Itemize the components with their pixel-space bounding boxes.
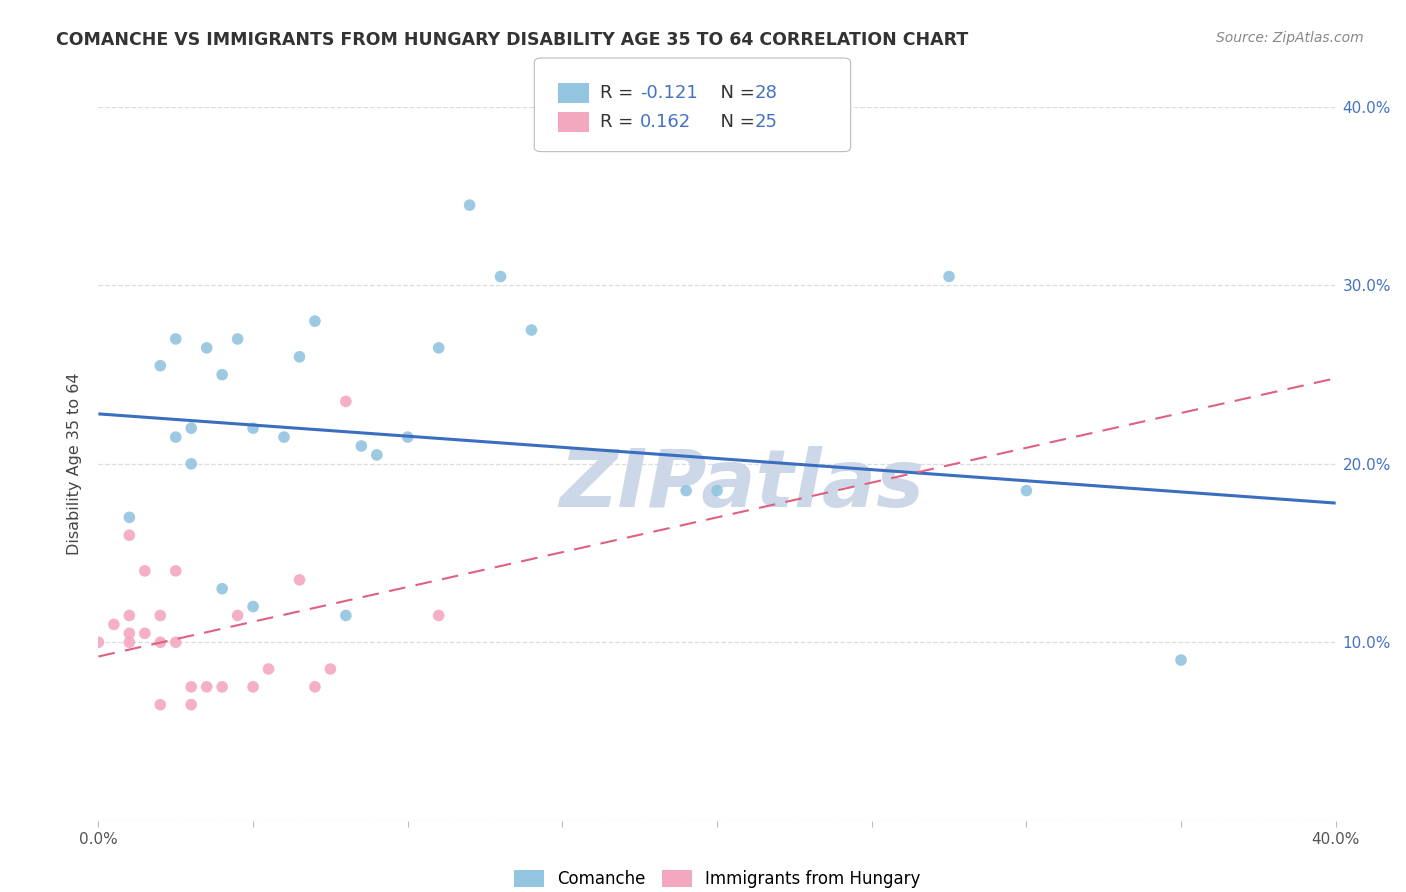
Point [180, 457, 202, 471]
Point [87, 635, 110, 649]
Point [366, 448, 388, 462]
Point [180, 680, 202, 694]
Point [118, 510, 141, 524]
Point [165, 332, 187, 346]
Point [118, 528, 141, 542]
Point [427, 341, 450, 355]
Point [273, 430, 295, 444]
Point [195, 680, 218, 694]
Point [118, 608, 141, 623]
Point [134, 564, 156, 578]
Text: 28: 28 [755, 84, 778, 102]
Text: R =: R = [600, 113, 640, 131]
Point [226, 608, 249, 623]
Point [350, 439, 373, 453]
Point [288, 350, 311, 364]
Point [288, 573, 311, 587]
Point [242, 680, 264, 694]
Point [319, 662, 342, 676]
Text: Source: ZipAtlas.com: Source: ZipAtlas.com [1216, 31, 1364, 45]
Point [304, 680, 326, 694]
Text: 0.162: 0.162 [640, 113, 690, 131]
Point [165, 430, 187, 444]
Point [195, 341, 218, 355]
Point [242, 599, 264, 614]
Point [211, 582, 233, 596]
Point [335, 394, 357, 409]
Point [458, 198, 481, 212]
Point [103, 617, 125, 632]
Point [211, 368, 233, 382]
Text: COMANCHE VS IMMIGRANTS FROM HUNGARY DISABILITY AGE 35 TO 64 CORRELATION CHART: COMANCHE VS IMMIGRANTS FROM HUNGARY DISA… [56, 31, 969, 49]
Point [520, 323, 543, 337]
Point [211, 680, 233, 694]
Text: R =: R = [600, 84, 640, 102]
Point [165, 564, 187, 578]
Point [489, 269, 512, 284]
Point [180, 698, 202, 712]
Point [675, 483, 697, 498]
Point [304, 314, 326, 328]
Point [118, 626, 141, 640]
Point [134, 626, 156, 640]
Legend: Comanche, Immigrants from Hungary: Comanche, Immigrants from Hungary [506, 863, 928, 892]
Point [118, 635, 141, 649]
Point [1015, 483, 1038, 498]
Point [149, 698, 172, 712]
Point [226, 332, 249, 346]
Point [165, 635, 187, 649]
Point [396, 430, 419, 444]
Point [706, 483, 728, 498]
Point [938, 269, 960, 284]
Text: 25: 25 [755, 113, 778, 131]
Text: -0.121: -0.121 [640, 84, 697, 102]
Point [257, 662, 280, 676]
Text: ZIPatlas: ZIPatlas [560, 446, 924, 524]
Point [180, 421, 202, 435]
Point [149, 635, 172, 649]
Point [1170, 653, 1192, 667]
Point [149, 608, 172, 623]
Y-axis label: Disability Age 35 to 64: Disability Age 35 to 64 [67, 373, 83, 555]
Point [427, 608, 450, 623]
Text: N =: N = [709, 84, 761, 102]
Point [242, 421, 264, 435]
Point [149, 359, 172, 373]
Text: N =: N = [709, 113, 761, 131]
Point [335, 608, 357, 623]
